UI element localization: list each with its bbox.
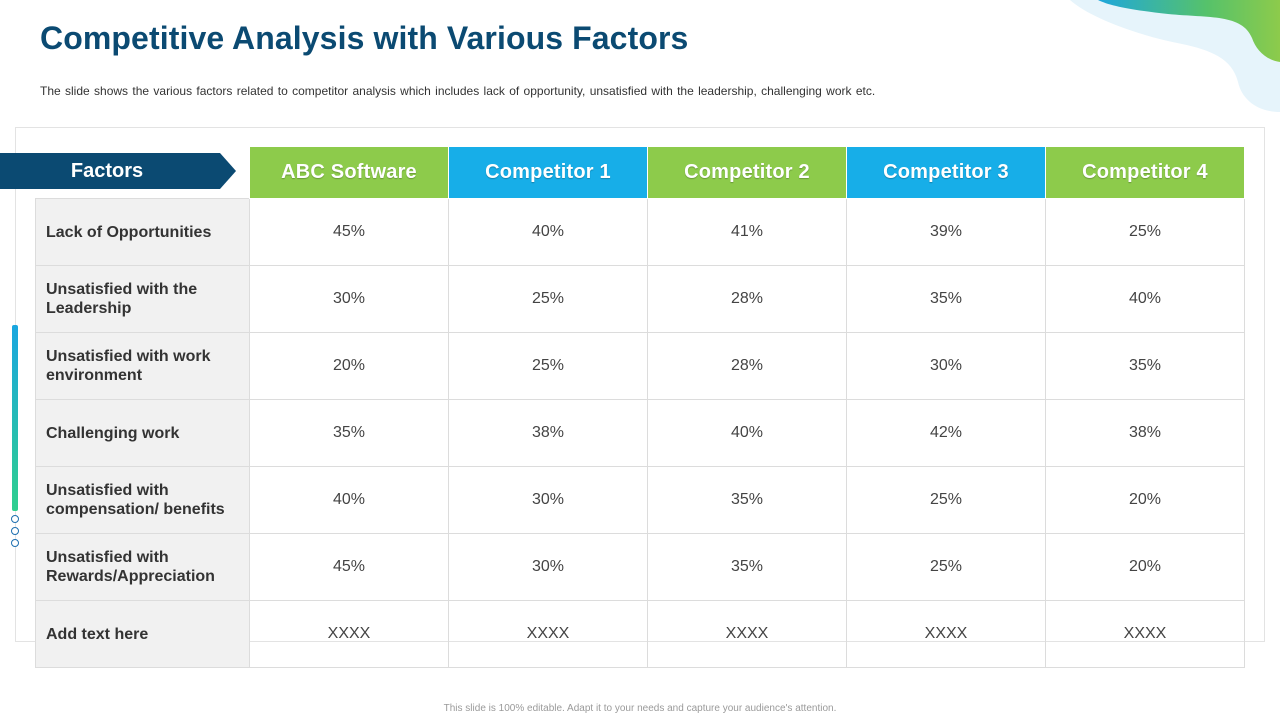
value-cell: 25% — [846, 533, 1046, 601]
column-header-competitor-4: Competitor 4 — [1045, 146, 1245, 199]
value-cell: XXXX — [846, 600, 1046, 668]
factor-label: Lack of Opportunities — [35, 198, 250, 266]
value-cell: 30% — [448, 466, 648, 534]
value-cell: 40% — [448, 198, 648, 266]
table-row: Unsatisfied with the Leadership 30% 25% 28%… — [35, 265, 1245, 333]
page-title: Competitive Analysis with Various Factor… — [40, 20, 689, 56]
value-cell: 39% — [846, 198, 1046, 266]
column-header-abc-software: ABC Software — [249, 146, 449, 199]
circle-dot-icon — [11, 515, 19, 523]
column-header-competitor-1: Competitor 1 — [448, 146, 648, 199]
table-row: Challenging work 35% 38% 40% 42% 38% — [35, 399, 1245, 467]
table-row: Unsatisfied with work environment 20% 25% 2… — [35, 332, 1245, 400]
value-cell: XXXX — [249, 600, 449, 668]
value-cell: 42% — [846, 399, 1046, 467]
factor-label: Challenging work — [35, 399, 250, 467]
table-row: Add text here XXXX XXXX XXXX XXXX XXXX — [35, 600, 1245, 668]
value-cell: 35% — [1045, 332, 1245, 400]
value-cell: 35% — [249, 399, 449, 467]
value-cell: 40% — [647, 399, 847, 467]
value-cell: 30% — [249, 265, 449, 333]
value-cell: 25% — [448, 332, 648, 400]
factor-label: Add text here — [35, 600, 250, 668]
corner-wave-decoration — [1070, 0, 1280, 112]
factor-label: Unsatisfied with compensation/ benefits — [35, 466, 250, 534]
value-cell: 28% — [647, 265, 847, 333]
value-cell: XXXX — [647, 600, 847, 668]
circle-dot-icon — [11, 539, 19, 547]
column-header-competitor-2: Competitor 2 — [647, 146, 847, 199]
factors-header-tab: Factors — [0, 153, 236, 189]
value-cell: 38% — [448, 399, 648, 467]
value-cell: 30% — [448, 533, 648, 601]
value-cell: 25% — [448, 265, 648, 333]
table-row: Unsatisfied with Rewards/Appreciation 45%… — [35, 533, 1245, 601]
value-cell: XXXX — [1045, 600, 1245, 668]
value-cell: 35% — [647, 466, 847, 534]
value-cell: 38% — [1045, 399, 1245, 467]
value-cell: 25% — [1045, 198, 1245, 266]
value-cell: 35% — [846, 265, 1046, 333]
value-cell: 45% — [249, 533, 449, 601]
factors-label: Factors — [70, 160, 144, 182]
factor-label: Unsatisfied with work environment — [35, 332, 250, 400]
circle-dot-icon — [11, 527, 19, 535]
footer-note: This slide is 100% editable. Adapt it to… — [443, 703, 837, 714]
column-header-competitor-3: Competitor 3 — [846, 146, 1046, 199]
value-cell: 20% — [1045, 466, 1245, 534]
table-row: Unsatisfied with compensation/ benefits 4… — [35, 466, 1245, 534]
value-cell: 45% — [249, 198, 449, 266]
value-cell: 40% — [249, 466, 449, 534]
factor-label: Unsatisfied with the Leadership — [35, 265, 250, 333]
value-cell: 25% — [846, 466, 1046, 534]
table-header-row: ABC Software Competitor 1 Competitor 2 C… — [36, 146, 1245, 199]
factor-label: Unsatisfied with Rewards/Appreciation — [35, 533, 250, 601]
value-cell: 40% — [1045, 265, 1245, 333]
value-cell: 35% — [647, 533, 847, 601]
competitor-table: ABC Software Competitor 1 Competitor 2 C… — [35, 146, 1245, 668]
arrow-tab-shape — [0, 153, 236, 189]
page-subtitle: The slide shows the various factors rela… — [40, 84, 876, 98]
value-cell: 30% — [846, 332, 1046, 400]
table-row: Lack of Opportunities 45% 40% 41% 39% 25% — [35, 198, 1245, 266]
value-cell: 41% — [647, 198, 847, 266]
value-cell: 20% — [1045, 533, 1245, 601]
value-cell: 28% — [647, 332, 847, 400]
value-cell: 20% — [249, 332, 449, 400]
value-cell: XXXX — [448, 600, 648, 668]
left-accent-bar — [12, 325, 18, 511]
